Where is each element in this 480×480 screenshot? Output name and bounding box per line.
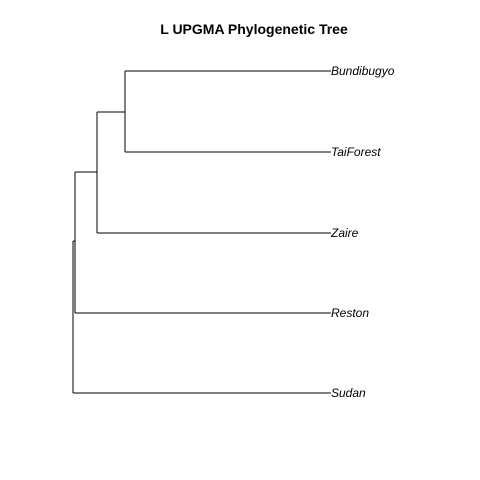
leaf-label-zaire: Zaire — [330, 226, 359, 240]
tree-title: L UPGMA Phylogenetic Tree — [160, 21, 348, 37]
leaf-label-reston: Reston — [331, 306, 369, 320]
leaf-label-bundibugyo: Bundibugyo — [331, 64, 395, 78]
leaf-label-taiforest: TaiForest — [331, 145, 381, 159]
leaf-label-sudan: Sudan — [331, 386, 366, 400]
